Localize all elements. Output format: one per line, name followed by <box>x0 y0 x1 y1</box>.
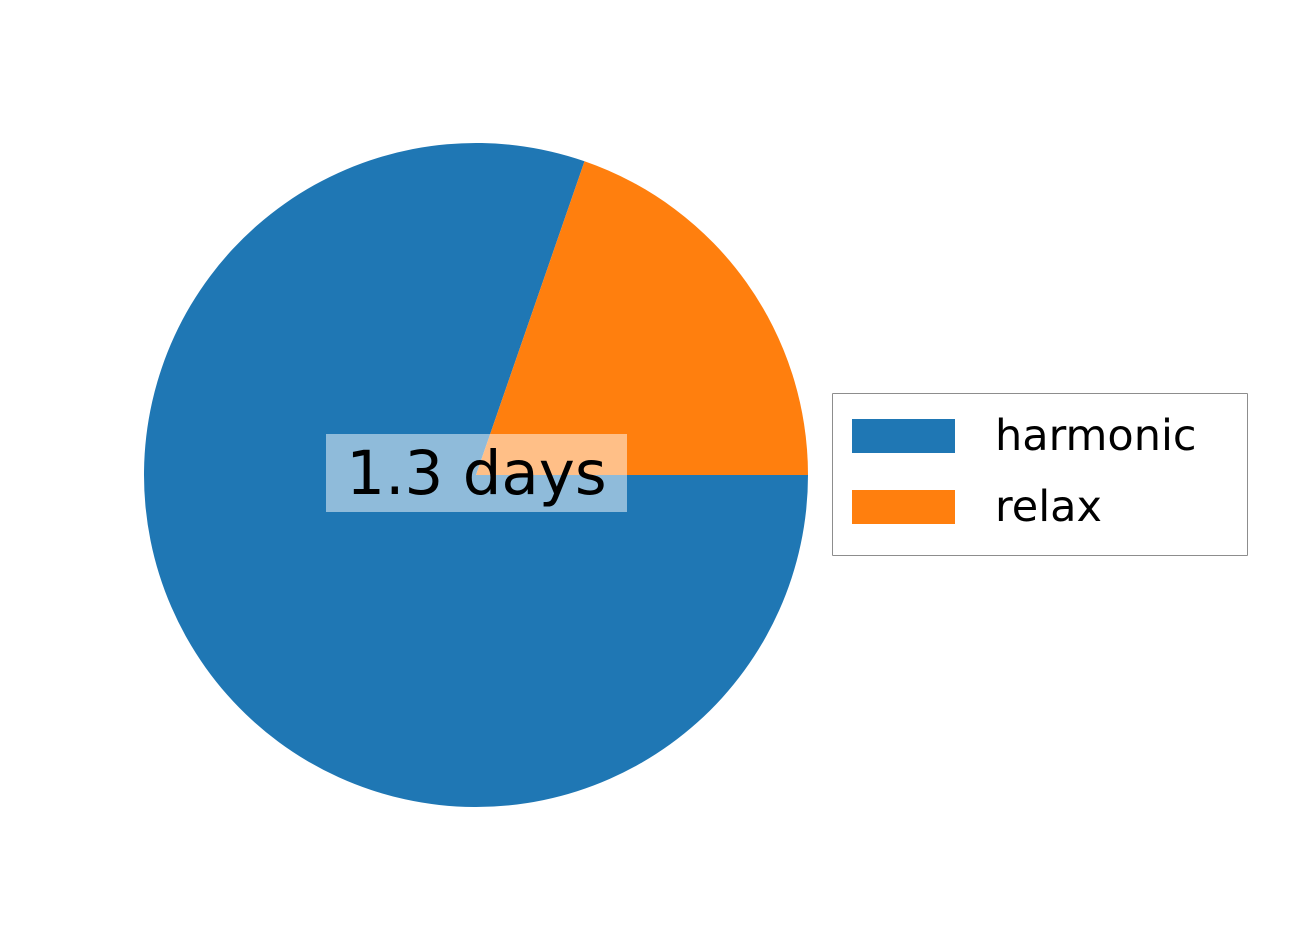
legend-label-relax: relax <box>995 482 1102 532</box>
legend-swatch-harmonic <box>852 419 955 453</box>
legend-swatch-relax <box>852 490 955 524</box>
legend-entry-harmonic[interactable]: harmonic <box>852 411 1197 461</box>
legend-label-harmonic: harmonic <box>995 411 1197 461</box>
pie-wedge-relax[interactable] <box>476 161 808 476</box>
pie-center-value-label: 1.3 days <box>326 434 627 512</box>
legend-entry-relax[interactable]: relax <box>852 482 1102 532</box>
legend: harmonic relax <box>832 393 1248 556</box>
